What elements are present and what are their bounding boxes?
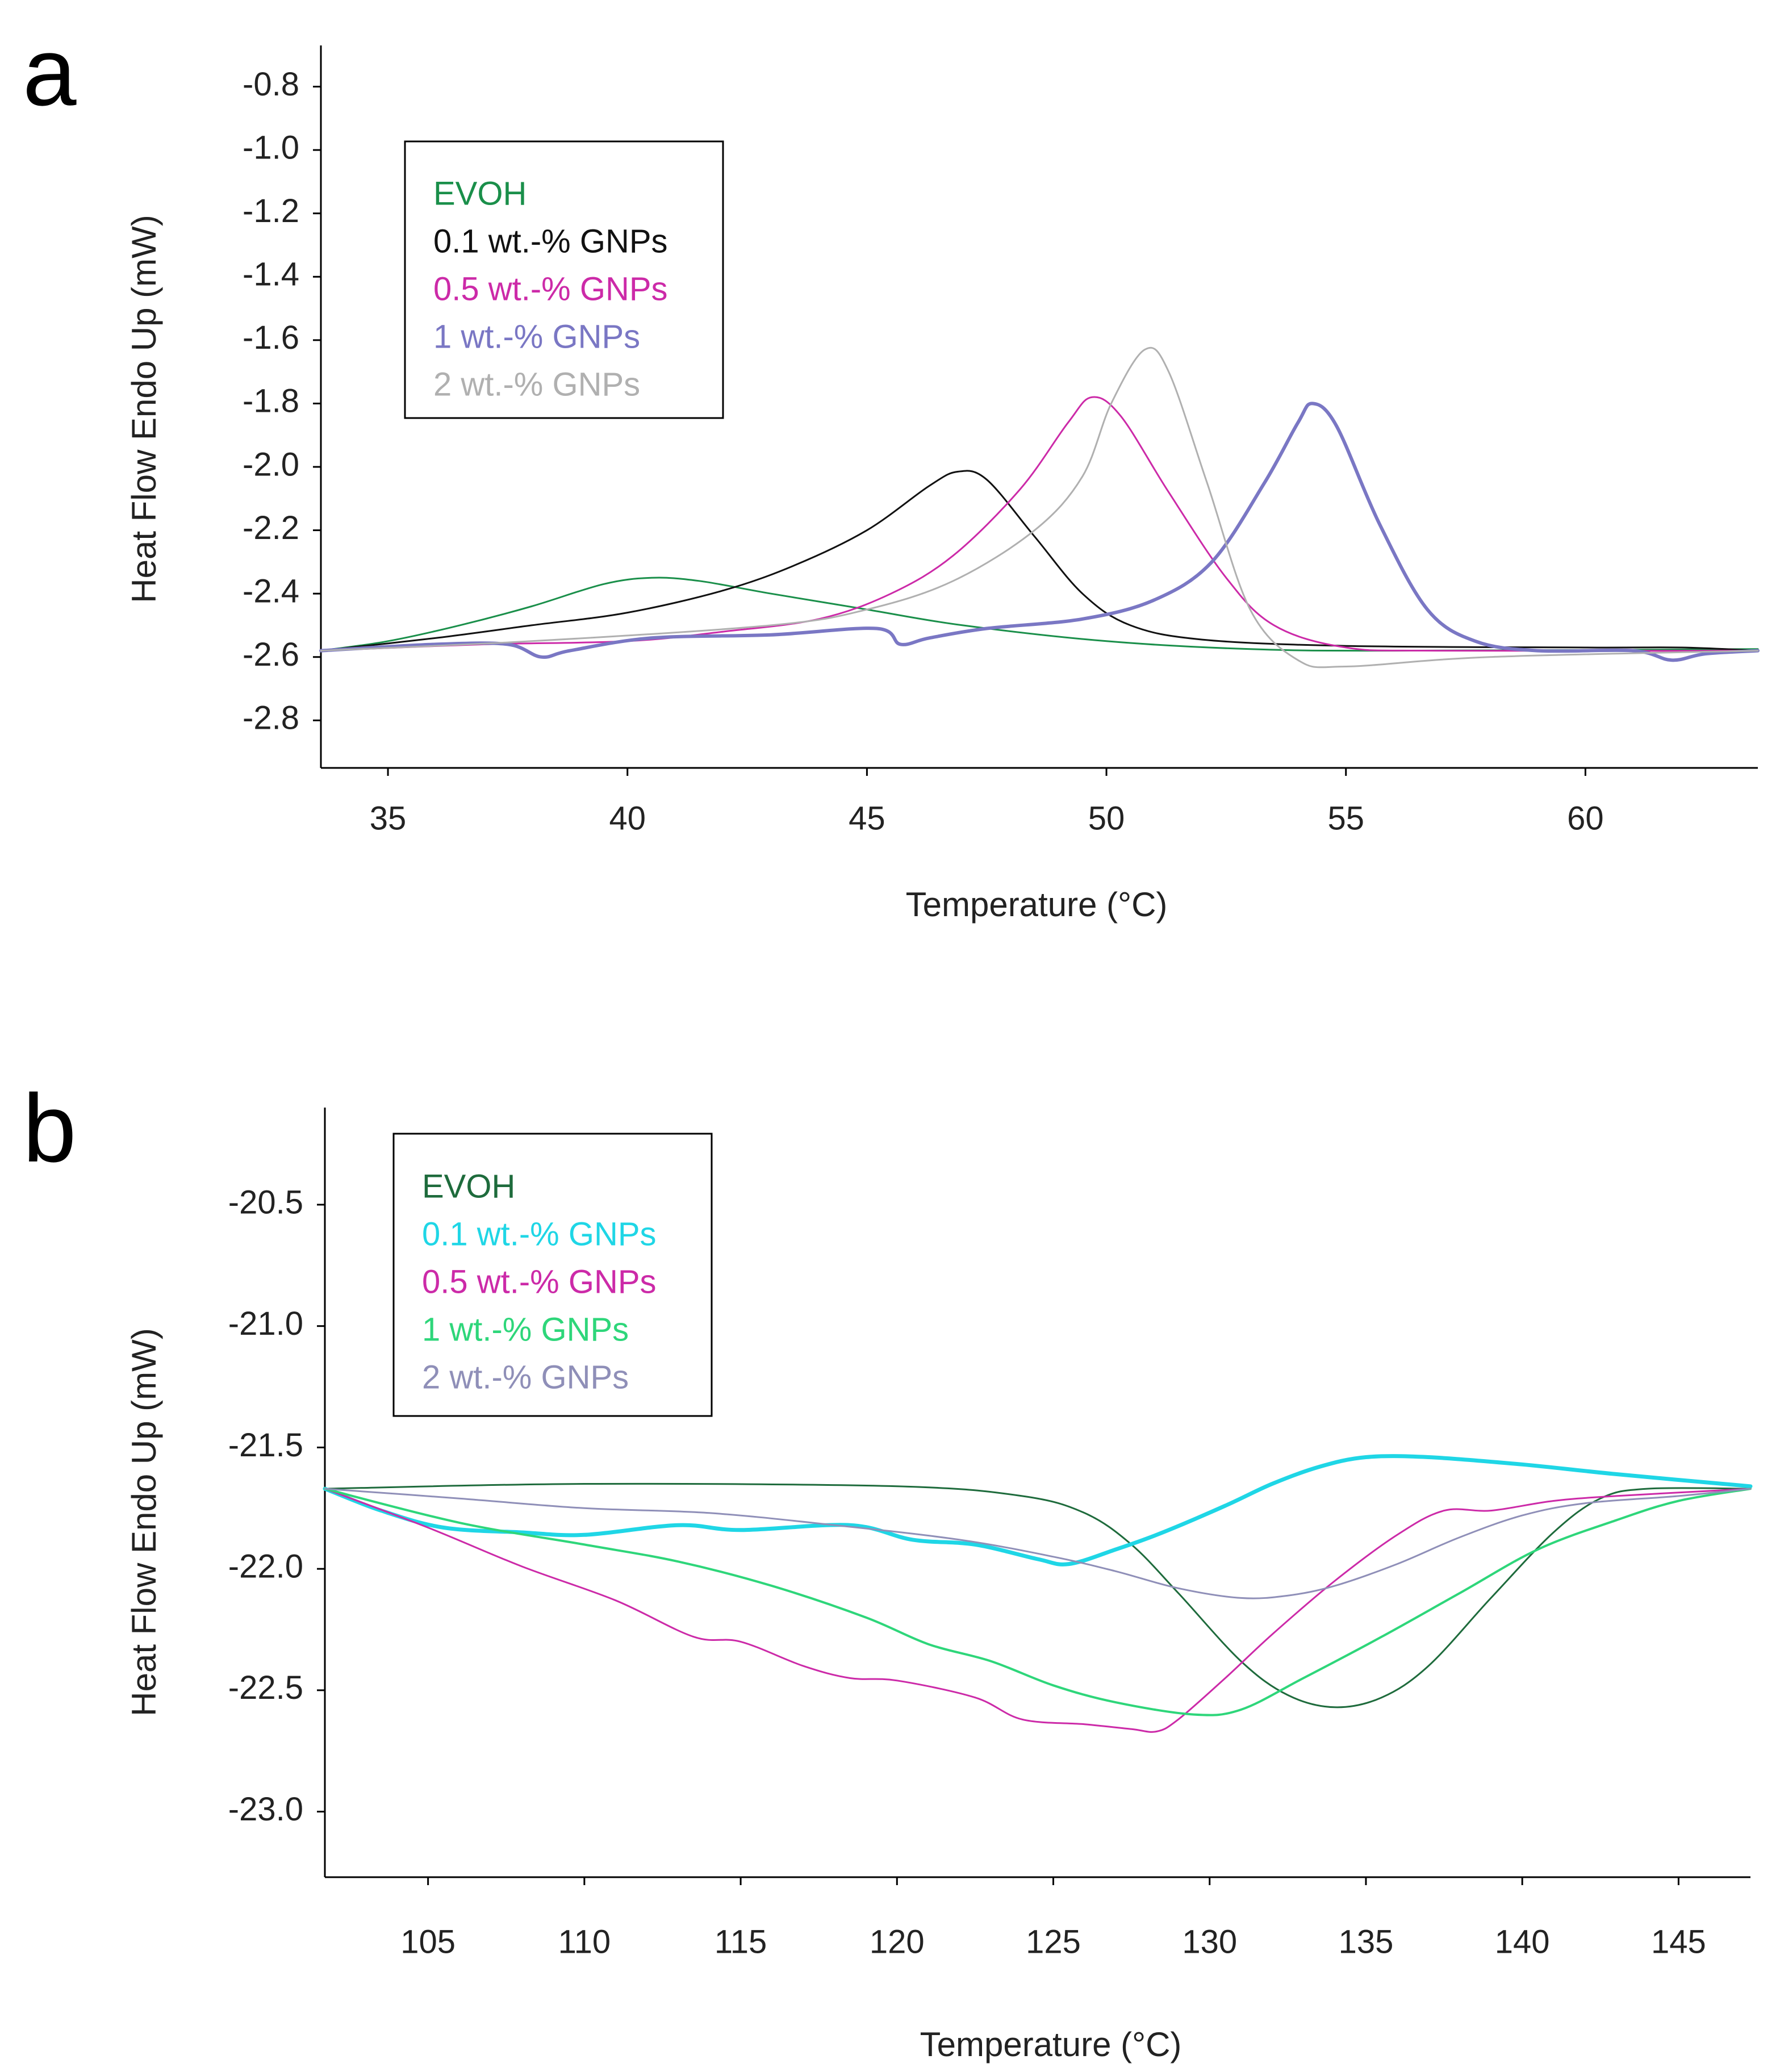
y-tick-label: -22.0 xyxy=(228,1548,303,1585)
panel-b-chart: b -20.5 -21.0 -21.5 -22.0 -22.5 -23.0 105 110 115… xyxy=(23,1075,1753,2063)
legend-entry: EVOH xyxy=(422,1168,515,1205)
x-tick-label: 130 xyxy=(1182,1923,1237,1960)
legend-entry: 0.1 wt.-% GNPs xyxy=(433,223,668,260)
series-line-0-1-wt-gnps xyxy=(323,1454,1753,1566)
y-tick-label: -1.6 xyxy=(243,319,299,356)
y-tick-label: -2.0 xyxy=(243,446,299,483)
series-line-2-wt-gnps xyxy=(324,1488,1752,1599)
x-tick-label: 135 xyxy=(1339,1923,1394,1960)
x-tick-label: 125 xyxy=(1026,1923,1081,1960)
y-tick-label: -21.0 xyxy=(228,1305,303,1342)
x-tick-label: 115 xyxy=(714,1923,767,1960)
x-tick-label: 110 xyxy=(558,1923,611,1960)
legend-entry: 0.5 wt.-% GNPs xyxy=(422,1263,657,1300)
x-tick-label: 45 xyxy=(849,800,885,837)
x-tick-label: 55 xyxy=(1327,800,1364,837)
panel-label: b xyxy=(23,1075,77,1183)
series-line-evoh xyxy=(320,577,1759,652)
x-tick-label: 50 xyxy=(1088,800,1125,837)
legend-entry: 1 wt.-% GNPs xyxy=(422,1311,629,1348)
x-tick-label: 60 xyxy=(1567,800,1604,837)
y-tick-label: -2.6 xyxy=(243,636,299,673)
legend-entry: 2 wt.-% GNPs xyxy=(422,1359,629,1396)
x-tick-label: 120 xyxy=(870,1923,925,1960)
y-tick-label: -1.8 xyxy=(243,383,299,420)
legend-box xyxy=(392,1133,713,1417)
y-tick-label: -20.5 xyxy=(228,1184,303,1221)
y-axis-label: Heat Flow Endo Up (mW) xyxy=(125,215,163,603)
x-axis-label: Temperature (°C) xyxy=(906,885,1168,924)
series-line-0-1-wt-gnps xyxy=(320,470,1759,652)
legend-entry: 2 wt.-% GNPs xyxy=(433,366,640,403)
x-tick-label: 140 xyxy=(1495,1923,1550,1960)
y-tick-label: -22.5 xyxy=(228,1669,303,1706)
y-tick-label: -0.8 xyxy=(243,66,299,103)
x-tick-label: 40 xyxy=(609,800,646,837)
y-tick-label: -1.0 xyxy=(243,129,299,166)
y-tick-label: -2.4 xyxy=(243,573,299,609)
legend-box xyxy=(404,140,724,419)
panel-a-chart: a -0.8 -1.0 -1.2 -1.4 -1.6 -1.8 -2.0 -2.2 -2.4 -2.… xyxy=(23,18,1760,924)
panel-label: a xyxy=(23,18,77,126)
y-axis-label: Heat Flow Endo Up (mW) xyxy=(125,1328,163,1716)
y-tick-label: -1.2 xyxy=(243,193,299,229)
y-tick-label: -21.5 xyxy=(228,1427,303,1464)
y-tick-label: -1.4 xyxy=(243,256,299,293)
y-tick-label: -23.0 xyxy=(228,1791,303,1828)
series-line-2-wt-gnps xyxy=(320,346,1759,669)
legend-entry: 1 wt.-% GNPs xyxy=(433,318,640,355)
series-line-0-5-wt-gnps xyxy=(324,1488,1752,1733)
x-tick-label: 105 xyxy=(400,1923,456,1960)
x-axis-label: Temperature (°C) xyxy=(920,2025,1182,2063)
legend-entry: EVOH xyxy=(433,175,527,212)
y-tick-label: -2.8 xyxy=(243,700,299,737)
series-line-evoh xyxy=(324,1482,1752,1708)
legend-entry: 0.1 wt.-% GNPs xyxy=(422,1215,657,1252)
series-line-1-wt-gnps xyxy=(319,402,1760,662)
series-line-1-wt-gnps xyxy=(324,1488,1752,1716)
legend-entry: 0.5 wt.-% GNPs xyxy=(433,270,668,307)
x-tick-label: 145 xyxy=(1651,1923,1706,1960)
y-tick-label: -2.2 xyxy=(243,509,299,546)
x-tick-label: 35 xyxy=(370,800,407,837)
